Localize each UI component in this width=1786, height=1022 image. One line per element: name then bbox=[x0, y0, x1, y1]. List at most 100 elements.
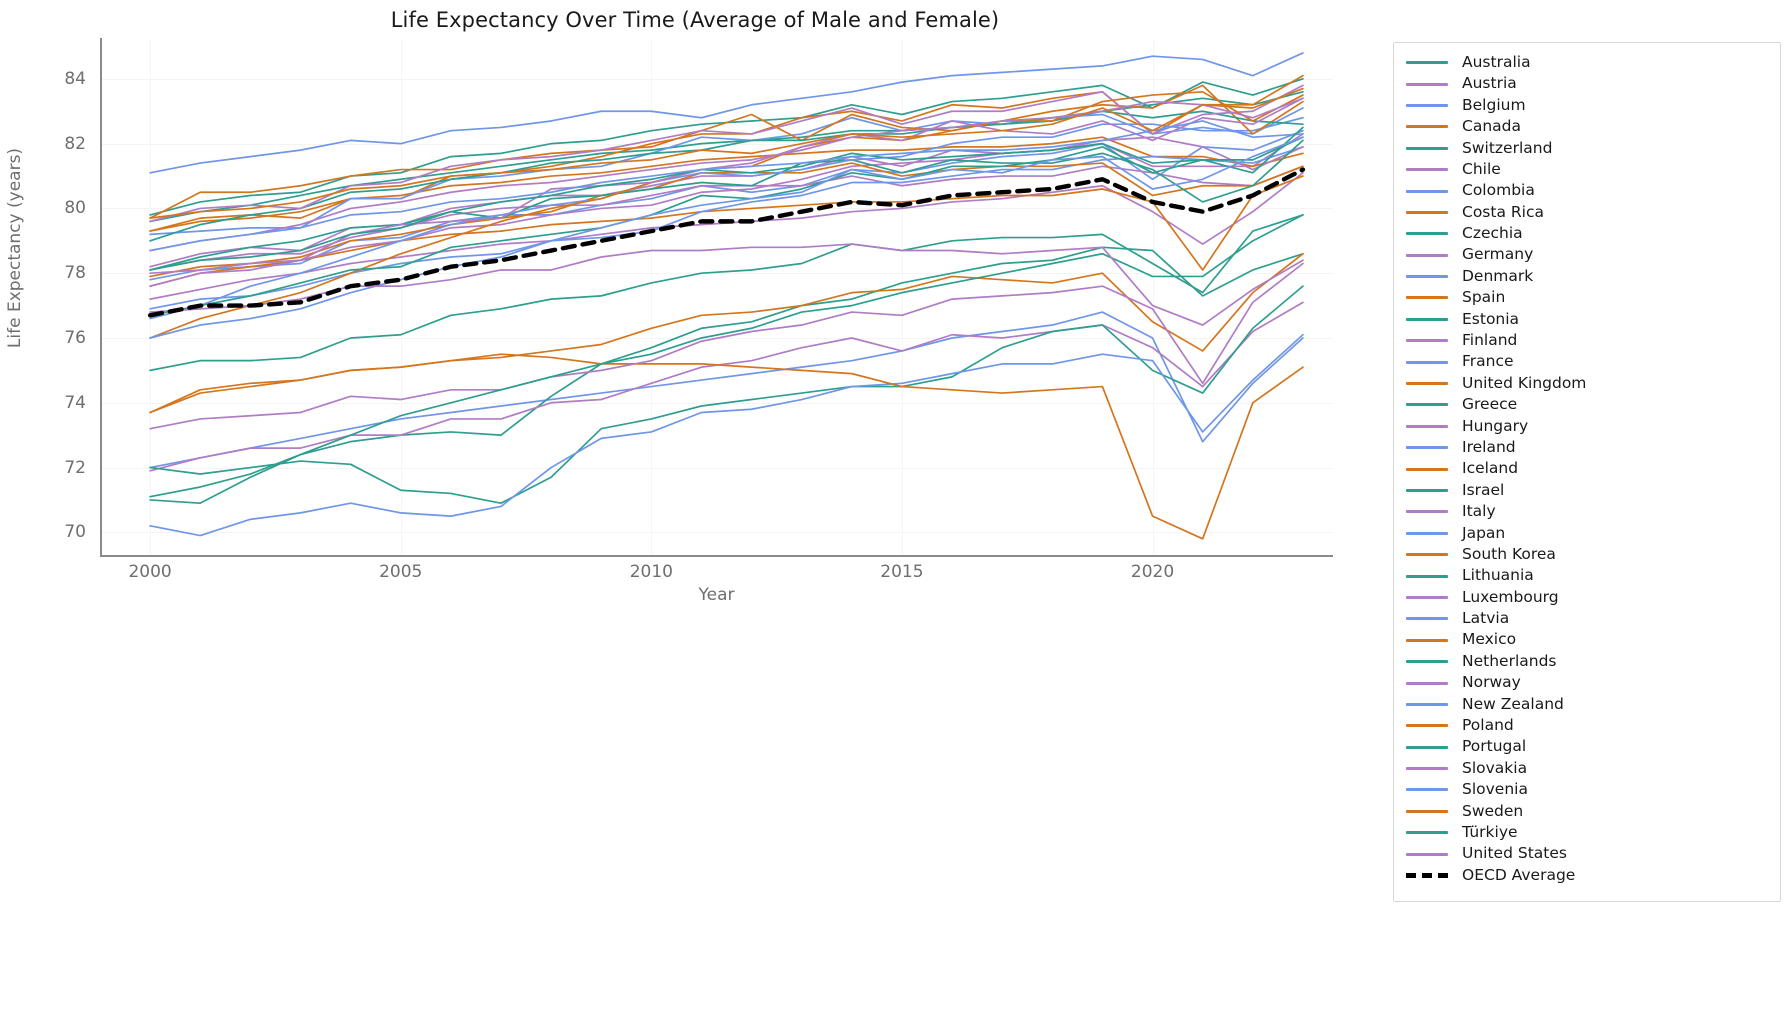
series-line bbox=[149, 175, 1304, 288]
legend-item-label: France bbox=[1462, 352, 1514, 371]
series-line bbox=[149, 97, 1304, 252]
legend-item-label: Portugal bbox=[1462, 737, 1527, 756]
legend-item-oecd-average[interactable]: OECD Average bbox=[1406, 865, 1770, 886]
plot-area bbox=[100, 40, 1333, 555]
series-line bbox=[149, 214, 1304, 498]
gridline-y bbox=[100, 273, 1333, 275]
y-tick-label: 84 bbox=[64, 68, 86, 89]
legend-item-denmark[interactable]: Denmark bbox=[1406, 266, 1770, 287]
series-line bbox=[149, 136, 1304, 271]
legend-item-slovenia[interactable]: Slovenia bbox=[1406, 779, 1770, 800]
legend-item-label: Israel bbox=[1462, 480, 1505, 499]
legend-swatch-icon bbox=[1406, 809, 1448, 813]
legend-item-germany[interactable]: Germany bbox=[1406, 245, 1770, 266]
legend-swatch-icon bbox=[1406, 82, 1448, 86]
y-axis-spine bbox=[100, 38, 102, 557]
legend-item-slovakia[interactable]: Slovakia bbox=[1406, 758, 1770, 779]
legend-item-united-kingdom[interactable]: United Kingdom bbox=[1406, 373, 1770, 394]
legend-swatch-icon bbox=[1406, 360, 1448, 364]
legend-item-france[interactable]: France bbox=[1406, 351, 1770, 372]
legend-item-australia[interactable]: Australia bbox=[1406, 52, 1770, 73]
legend-swatch-icon bbox=[1406, 61, 1448, 65]
legend-item-label: Germany bbox=[1462, 245, 1534, 264]
legend-item-label: Latvia bbox=[1462, 609, 1510, 628]
legend-item-canada[interactable]: Canada bbox=[1406, 116, 1770, 137]
legend-swatch-icon bbox=[1406, 467, 1448, 471]
legend-item-united-states[interactable]: United States bbox=[1406, 843, 1770, 864]
legend-item-portugal[interactable]: Portugal bbox=[1406, 737, 1770, 758]
legend-item-czechia[interactable]: Czechia bbox=[1406, 223, 1770, 244]
legend-item-austria[interactable]: Austria bbox=[1406, 73, 1770, 94]
page-title: Life Expectancy Over Time (Average of Ma… bbox=[390, 8, 1000, 32]
legend-item-netherlands[interactable]: Netherlands bbox=[1406, 651, 1770, 672]
legend-item-greece[interactable]: Greece bbox=[1406, 394, 1770, 415]
series-line bbox=[149, 87, 1304, 219]
legend-item-colombia[interactable]: Colombia bbox=[1406, 180, 1770, 201]
legend-item-ireland[interactable]: Ireland bbox=[1406, 437, 1770, 458]
legend-swatch-icon bbox=[1406, 852, 1448, 856]
legend-item-poland[interactable]: Poland bbox=[1406, 715, 1770, 736]
series-line bbox=[149, 311, 1304, 469]
legend-swatch-icon bbox=[1406, 446, 1448, 450]
y-axis-label: Life Expectancy (years) bbox=[5, 147, 25, 349]
legend-swatch-icon bbox=[1406, 831, 1448, 835]
legend-item-costa-rica[interactable]: Costa Rica bbox=[1406, 202, 1770, 223]
legend-item-luxembourg[interactable]: Luxembourg bbox=[1406, 587, 1770, 608]
x-axis-spine bbox=[100, 555, 1333, 557]
series-line bbox=[149, 52, 1304, 174]
legend-item-japan[interactable]: Japan bbox=[1406, 523, 1770, 544]
legend-item-lithuania[interactable]: Lithuania bbox=[1406, 565, 1770, 586]
legend-item-hungary[interactable]: Hungary bbox=[1406, 416, 1770, 437]
series-line bbox=[149, 107, 1304, 236]
legend-item-label: Australia bbox=[1462, 52, 1531, 71]
y-tick-label: 80 bbox=[64, 198, 86, 219]
legend-item-estonia[interactable]: Estonia bbox=[1406, 309, 1770, 330]
legend-item-sweden[interactable]: Sweden bbox=[1406, 801, 1770, 822]
legend-swatch-icon bbox=[1406, 574, 1448, 578]
legend-swatch-icon bbox=[1406, 296, 1448, 300]
series-line bbox=[149, 252, 1304, 414]
gridline-x bbox=[400, 40, 402, 555]
legend-item-israel[interactable]: Israel bbox=[1406, 480, 1770, 501]
legend-swatch-icon bbox=[1406, 168, 1448, 172]
legend-item-label: South Korea bbox=[1462, 544, 1556, 563]
series-line bbox=[149, 262, 1304, 430]
legend-item-label: Chile bbox=[1462, 159, 1501, 178]
legend-item-norway[interactable]: Norway bbox=[1406, 672, 1770, 693]
legend-item-label: Türkiye bbox=[1462, 823, 1518, 841]
legend-item-label: Poland bbox=[1462, 716, 1514, 735]
legend-item-new-zealand[interactable]: New Zealand bbox=[1406, 694, 1770, 715]
legend-swatch-icon bbox=[1406, 702, 1448, 706]
legend-swatch-icon bbox=[1406, 103, 1448, 107]
series-line bbox=[149, 146, 1304, 310]
legend-item-mexico[interactable]: Mexico bbox=[1406, 630, 1770, 651]
legend-item-switzerland[interactable]: Switzerland bbox=[1406, 138, 1770, 159]
legend-swatch-icon bbox=[1406, 253, 1448, 257]
legend-swatch-icon bbox=[1406, 873, 1448, 879]
legend-item-label: Hungary bbox=[1462, 416, 1529, 435]
legend-item-latvia[interactable]: Latvia bbox=[1406, 608, 1770, 629]
series-line bbox=[149, 97, 1304, 275]
legend-swatch-icon bbox=[1406, 189, 1448, 193]
legend-item-iceland[interactable]: Iceland bbox=[1406, 458, 1770, 479]
legend-swatch-icon bbox=[1406, 595, 1448, 599]
series-line bbox=[149, 78, 1304, 216]
legend-item-south-korea[interactable]: South Korea bbox=[1406, 544, 1770, 565]
legend-item-label: Netherlands bbox=[1462, 651, 1557, 670]
legend-item-belgium[interactable]: Belgium bbox=[1406, 95, 1770, 116]
legend-item-italy[interactable]: Italy bbox=[1406, 501, 1770, 522]
legend-item-label: Ireland bbox=[1462, 437, 1516, 456]
y-tick-label: 74 bbox=[64, 392, 86, 413]
legend-swatch-icon bbox=[1406, 125, 1448, 129]
legend-item-label: New Zealand bbox=[1462, 694, 1564, 713]
legend-item-spain[interactable]: Spain bbox=[1406, 287, 1770, 308]
x-tick-label: 2020 bbox=[1130, 562, 1175, 582]
legend-item-label: Sweden bbox=[1462, 801, 1524, 820]
legend-item-türkiye[interactable]: Türkiye bbox=[1406, 822, 1770, 843]
x-axis-label: Year bbox=[698, 585, 735, 605]
legend-item-chile[interactable]: Chile bbox=[1406, 159, 1770, 180]
legend-item-finland[interactable]: Finland bbox=[1406, 330, 1770, 351]
gridline-x bbox=[651, 40, 653, 555]
legend-item-label: United Kingdom bbox=[1462, 373, 1587, 392]
legend-item-label: Greece bbox=[1462, 395, 1518, 414]
